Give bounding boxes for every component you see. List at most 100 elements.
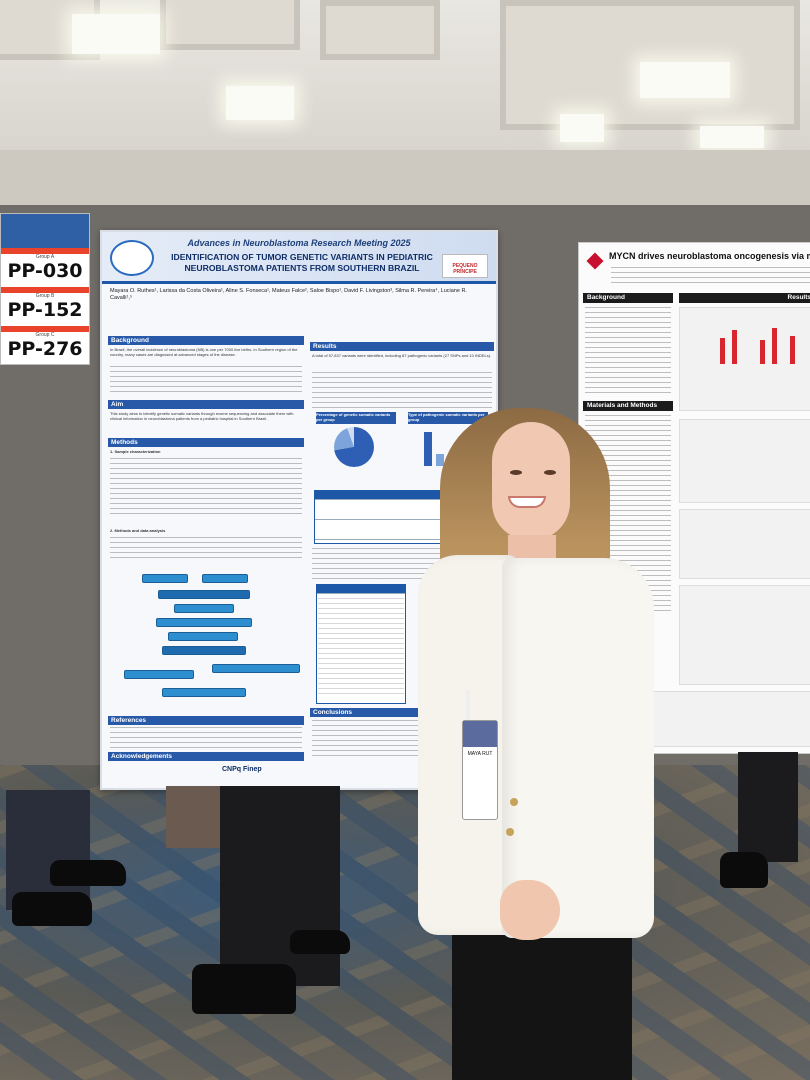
bar [720,338,725,364]
back-wall [0,150,810,210]
flowchart-box [168,632,238,641]
badge-header [463,721,497,747]
tag-sheet-header [1,214,89,248]
background-person-shoe [290,930,350,954]
text-lines [318,598,404,698]
tag-group-label: Group A [35,254,55,260]
poster-number-sheet: Group A PP-030 Group B PP-152 Group C PP… [0,213,90,365]
table-row [315,520,493,540]
background-person-shoe [192,964,296,1014]
hospital-logo-icon [110,240,154,276]
background-person-shoe [50,860,126,886]
flowchart-box [162,646,246,655]
background-person-legs [738,752,798,862]
background-person-legs [220,786,340,986]
ceiling [0,0,810,150]
ceiling-light [226,86,294,120]
text-lines [312,720,432,760]
tag-group-b: Group B PP-152 [1,287,89,326]
research-poster: Advances in Neuroblastoma Research Meeti… [100,230,498,790]
figure3-title: Type of pathogenic somatic variants per … [408,412,488,424]
presenter-hand [500,880,560,940]
tag-group-label: Group B [35,293,55,299]
background-person-shoe [720,852,768,888]
flowchart-box [156,618,252,627]
meeting-name: Advances in Neuroblastoma Research Meeti… [187,238,411,248]
presenter-eye [544,470,556,475]
ceiling-light [640,62,730,98]
neighbor-section-materials: Materials and Methods [583,401,673,411]
text-lines [312,372,492,408]
text-lines [110,537,302,561]
flowchart-box [142,574,188,583]
results-figure [679,307,810,411]
pathways-table [316,584,406,704]
flowchart-box [124,670,194,679]
results-figure [679,509,810,579]
background-person-shoe [12,892,92,926]
university-logo-icon [586,252,604,270]
presenter-blazer-right [502,558,654,938]
neighbor-section-background: Background [583,293,673,303]
tag-bar [1,326,89,332]
sponsor-logos: CNPq Finep [222,766,262,773]
section-acknowledgements: Acknowledgements [108,752,304,761]
text-lines [585,307,671,397]
tag-bar [1,287,89,293]
neighbor-poster-title: MYCN drives neuroblastoma oncogenesis vi… [609,251,810,261]
figure2-title: Percentage of genetic somatic variants p… [316,412,396,424]
bar [790,336,795,364]
section-aim: Aim [108,400,304,409]
flowchart-box [202,574,248,583]
poster-title: IDENTIFICATION OF TUMOR GENETIC VARIANTS… [171,252,433,273]
blazer-button [510,798,518,806]
background-text: In Brazil, the overall incidence of neur… [110,347,298,358]
carpet-pattern [0,765,810,1080]
presenter-pants [452,920,632,1080]
tag-group-c: Group C PP-276 [1,326,89,365]
results-figure [679,419,810,503]
tag-group-a: Group A PP-030 [1,248,89,287]
poster-header: Advances in Neuroblastoma Research Meeti… [102,232,496,284]
text-lines [611,267,810,283]
table-row [315,500,493,520]
results-figure [679,585,810,685]
name-badge: MAYA RUT [462,720,498,820]
presenter-eye [510,470,522,475]
bar [732,330,737,364]
section-background: Background [108,336,304,345]
section-conclusions: Conclusions [310,708,494,717]
badge-name: MAYA RUT [467,751,493,757]
text-lines [110,366,302,396]
results-text: A total of 57,837 variants were identifi… [312,353,492,358]
flowchart-box [158,590,250,599]
presenter-smile [508,496,546,508]
flowchart-box [162,688,246,697]
bar [436,454,444,466]
table-header-row [315,491,493,500]
presenter-face [492,422,570,540]
tag-code: PP-030 [7,260,83,282]
pequeno-principe-logo-icon: PEQUENO PRÍNCIPE [442,254,488,278]
section-methods: Methods [108,438,304,447]
ceiling-light [560,114,604,142]
blazer-button [506,828,514,836]
ceiling-coffer [320,0,440,60]
tag-group-label: Group C [35,332,55,338]
poster-authors: Mayara O. Ruthes¹, Larissa da Costa Oliv… [110,288,467,301]
tag-code: PP-276 [7,338,83,360]
carpet-floor [0,765,810,1080]
bar [760,340,765,364]
methods-subheading: 1. Sample characterization [110,449,161,454]
text-lines [110,727,302,751]
text-lines [110,458,302,518]
section-references: References [108,716,304,725]
pie-chart [334,427,374,467]
flowchart-box [212,664,300,673]
aim-text: This study aims to identify genetic soma… [110,411,294,422]
neighbor-section-results: Results [679,293,810,303]
bar [424,432,432,466]
lanyard [466,690,470,722]
background-person-legs [6,790,90,910]
table-header-row [317,585,405,594]
